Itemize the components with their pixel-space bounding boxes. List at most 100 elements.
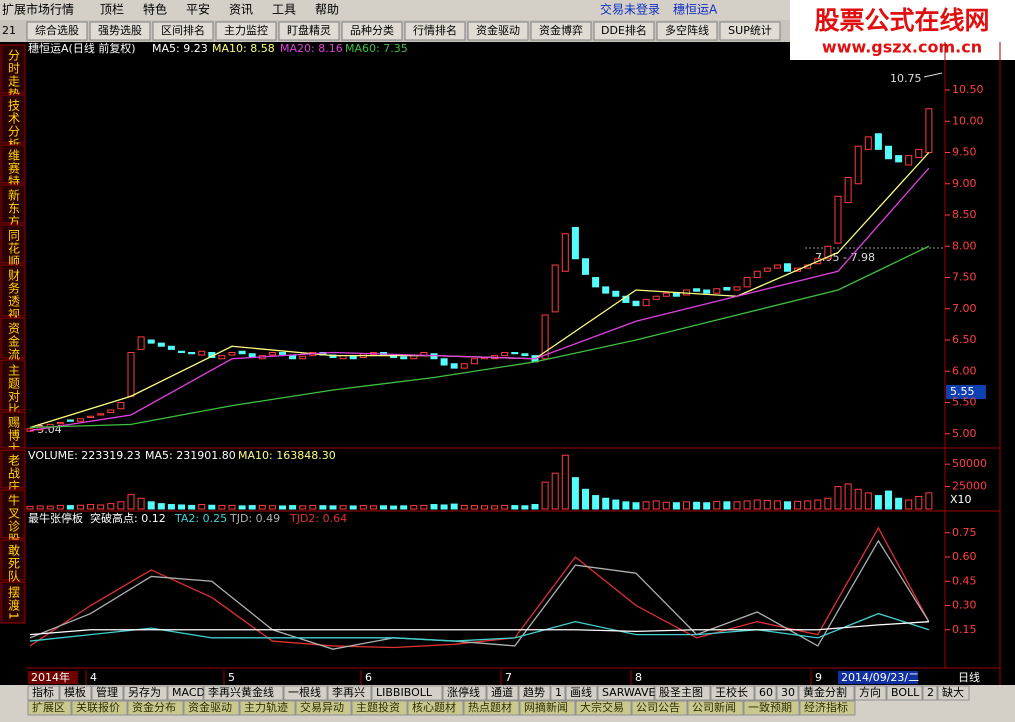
menu-item[interactable]: 资讯 bbox=[229, 3, 253, 17]
side-tab-label[interactable]: 摆渡1 bbox=[7, 586, 21, 621]
side-tab[interactable] bbox=[0, 489, 26, 539]
toolbar-button[interactable] bbox=[719, 21, 781, 41]
tab[interactable] bbox=[127, 700, 184, 716]
tab-label[interactable]: 网摘新闻 bbox=[524, 700, 568, 714]
side-tab-label[interactable]: 维赛特 bbox=[7, 149, 21, 188]
toolbar-button-label[interactable]: 盯盘精灵 bbox=[287, 23, 331, 37]
tab-label[interactable]: 主力轨迹 bbox=[244, 700, 288, 714]
toolbar-button-label[interactable]: SUP统计 bbox=[728, 24, 772, 37]
side-tab-label[interactable]: 老战庄 bbox=[7, 454, 21, 493]
tab-label[interactable]: 李再兴黄金线 bbox=[208, 685, 274, 699]
side-tab-label[interactable]: 敢死队 bbox=[7, 544, 21, 583]
menu-item[interactable]: 顶栏 bbox=[100, 2, 124, 17]
side-tab[interactable] bbox=[0, 359, 26, 411]
side-tab-label[interactable]: 主题对比 bbox=[7, 364, 21, 416]
toolbar-button-label[interactable]: DDE排名 bbox=[601, 23, 647, 37]
toolbar-button[interactable] bbox=[152, 21, 214, 41]
tab-label[interactable]: SARWAVE bbox=[602, 686, 656, 699]
toolbar-button[interactable] bbox=[530, 21, 592, 41]
toolbar-button-label[interactable]: 多空阵线 bbox=[665, 23, 709, 37]
tab[interactable] bbox=[654, 685, 711, 701]
tab[interactable] bbox=[59, 685, 92, 701]
side-tab[interactable] bbox=[0, 411, 26, 449]
toolbar-button[interactable] bbox=[26, 21, 88, 41]
toolbar-button-label[interactable]: 资金博弈 bbox=[539, 23, 583, 37]
side-tab-label[interactable]: 赐博士 bbox=[7, 416, 21, 455]
tab[interactable] bbox=[123, 685, 168, 701]
tab[interactable] bbox=[922, 685, 938, 701]
toolbar-button-label[interactable]: 区间排名 bbox=[161, 23, 205, 37]
tab-label[interactable]: 扩展区 bbox=[32, 700, 65, 714]
toolbar-button[interactable] bbox=[404, 21, 466, 41]
tab-label[interactable]: 方向 bbox=[859, 685, 881, 699]
side-tab-label[interactable]: 资金流 bbox=[7, 322, 21, 361]
menu-item[interactable]: 扩展市场行情 bbox=[2, 2, 74, 17]
tab-label[interactable]: 大宗交易 bbox=[580, 700, 624, 714]
tab[interactable] bbox=[295, 700, 352, 716]
tab-label[interactable]: 资金分布 bbox=[132, 700, 176, 714]
tab-label[interactable]: 李再兴 bbox=[332, 685, 365, 699]
tab[interactable] bbox=[27, 685, 60, 701]
tab[interactable] bbox=[27, 700, 72, 716]
tab[interactable] bbox=[565, 685, 598, 701]
tab[interactable] bbox=[550, 685, 566, 701]
tab-label[interactable]: BOLL bbox=[891, 686, 920, 699]
side-tab[interactable] bbox=[0, 144, 26, 184]
tab[interactable] bbox=[71, 700, 128, 716]
tab[interactable] bbox=[167, 685, 204, 701]
side-tab[interactable] bbox=[0, 449, 26, 489]
login-status[interactable]: 交易未登录 bbox=[600, 2, 660, 17]
menu-item[interactable]: 帮助 bbox=[315, 3, 339, 17]
tab-label[interactable]: 一根线 bbox=[288, 685, 321, 699]
tab[interactable] bbox=[239, 700, 296, 716]
toolbar-button-label[interactable]: 综合选股 bbox=[35, 23, 79, 37]
tab-label[interactable]: 缺大 bbox=[942, 685, 964, 699]
tab[interactable] bbox=[597, 685, 655, 701]
tab[interactable] bbox=[283, 685, 328, 701]
side-tab[interactable] bbox=[0, 94, 26, 144]
tab-label[interactable]: 交易异动 bbox=[300, 700, 344, 714]
menu-item[interactable]: 工具 bbox=[272, 3, 296, 17]
tab[interactable] bbox=[351, 700, 408, 716]
tab[interactable] bbox=[799, 700, 856, 716]
tab-label[interactable]: 画线 bbox=[570, 685, 592, 699]
side-tab-label[interactable]: 同花顺 bbox=[7, 229, 21, 268]
toolbar-button[interactable] bbox=[215, 21, 277, 41]
side-tab[interactable] bbox=[0, 224, 26, 264]
side-tab[interactable] bbox=[0, 581, 26, 624]
menu-item[interactable]: 平安 bbox=[186, 2, 210, 17]
tab[interactable] bbox=[798, 685, 855, 701]
tab[interactable] bbox=[463, 700, 520, 716]
tab[interactable] bbox=[854, 685, 887, 701]
tab-label[interactable]: 核心题材 bbox=[412, 700, 456, 714]
tab[interactable] bbox=[91, 685, 124, 701]
toolbar-button[interactable] bbox=[656, 21, 718, 41]
period-label[interactable]: 日线 bbox=[958, 670, 980, 684]
tab-label[interactable]: 1 bbox=[555, 686, 562, 699]
tab-label[interactable]: 公司新闻 bbox=[692, 700, 736, 714]
tab-label[interactable]: 涨停线 bbox=[447, 685, 480, 699]
tab-label[interactable]: 股圣主图 bbox=[659, 686, 703, 699]
tab[interactable] bbox=[575, 700, 632, 716]
tab-label[interactable]: 60 bbox=[759, 686, 773, 699]
tab-label[interactable]: 指标 bbox=[32, 685, 54, 699]
toolbar-button-label[interactable]: 强势选股 bbox=[98, 24, 142, 37]
tab[interactable] bbox=[327, 685, 372, 701]
tab[interactable] bbox=[937, 685, 970, 701]
toolbar-button-label[interactable]: 主力监控 bbox=[224, 23, 268, 37]
tab-label[interactable]: 资金驱动 bbox=[188, 700, 232, 714]
side-tab[interactable] bbox=[0, 264, 26, 317]
side-tab[interactable] bbox=[0, 539, 26, 581]
tab[interactable] bbox=[754, 685, 777, 701]
tab[interactable] bbox=[519, 700, 576, 716]
tab-label[interactable]: 管理 bbox=[96, 685, 118, 699]
tab-label[interactable]: 公司公告 bbox=[636, 701, 680, 714]
side-tab-label[interactable]: 财务透视 bbox=[7, 269, 21, 321]
side-tab[interactable] bbox=[0, 184, 26, 224]
tab[interactable] bbox=[371, 685, 443, 701]
tab-label[interactable]: 王校长 bbox=[715, 685, 748, 699]
side-tab-label[interactable]: 新东方 bbox=[7, 188, 21, 228]
side-tab[interactable] bbox=[0, 317, 26, 359]
tab-label[interactable]: 关联报价 bbox=[76, 700, 120, 714]
tab[interactable] bbox=[203, 685, 284, 701]
